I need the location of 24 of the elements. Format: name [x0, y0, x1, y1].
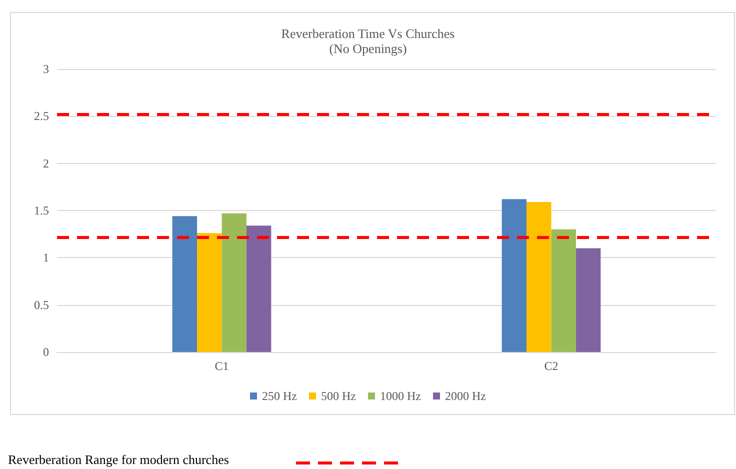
chart-subtitle: (No Openings)	[329, 41, 407, 56]
legend-label: 1000 Hz	[380, 389, 421, 403]
bar	[526, 202, 552, 352]
bar	[502, 199, 527, 352]
bar	[172, 216, 198, 352]
x-tick-label: C1	[214, 359, 229, 373]
legend-label: 2000 Hz	[444, 389, 486, 403]
legend-label: 250 Hz	[262, 389, 298, 403]
bar	[576, 248, 601, 352]
y-tick-label: 0	[43, 345, 49, 359]
y-tick-label: 0.5	[34, 298, 49, 312]
x-tick-label: C2	[544, 359, 558, 373]
y-tick-label: 3	[43, 62, 49, 76]
y-tick-label: 1	[43, 250, 49, 265]
y-tick-label: 1.5	[34, 204, 49, 218]
chart-title: Reverberation Time Vs Churches	[281, 26, 455, 41]
bar	[222, 213, 246, 352]
text: Reverberation Range for modern churches	[8, 452, 229, 468]
y-tick-label: 2	[43, 156, 49, 170]
y-tick-label: 2.5	[34, 109, 49, 124]
bar	[197, 233, 222, 352]
legend-label: 500 Hz	[321, 389, 356, 403]
bar	[551, 229, 576, 352]
bar	[246, 226, 272, 352]
